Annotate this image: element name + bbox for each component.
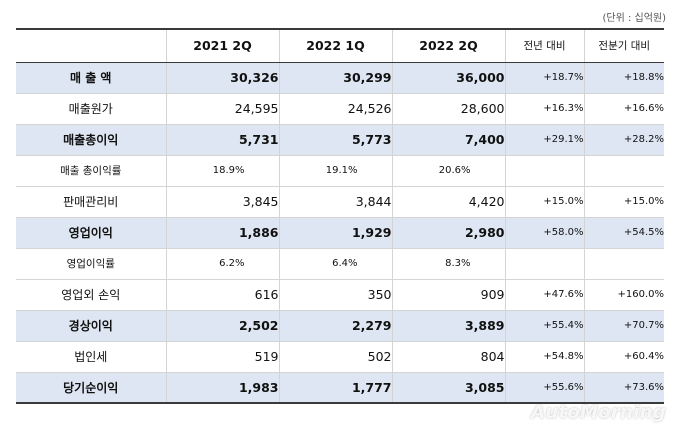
cell-qoq: +160.0% [583, 279, 664, 311]
cell-qoq: +16.6% [583, 93, 664, 125]
cell-qoq: +28.2% [583, 124, 664, 156]
cell-2021-2q: 6.2% [165, 248, 279, 280]
row-label: 매출총이익 [16, 124, 166, 156]
cell-yoy: +16.3% [504, 93, 584, 125]
cell-2022-1q: 1,929 [278, 217, 392, 249]
cell-2022-1q: 1,777 [278, 372, 392, 404]
table-row: 영업외 손익 616 350 909 +47.6% +160.0% [16, 279, 664, 311]
cell-yoy: +15.0% [504, 186, 584, 218]
header-row: 2021 2Q 2022 1Q 2022 2Q 전년 대비 전분기 대비 [16, 28, 664, 63]
row-label: 법인세 [16, 341, 166, 373]
cell-2021-2q: 3,845 [165, 186, 279, 218]
cell-2022-2q: 7,400 [391, 124, 505, 156]
header-2022-1q: 2022 1Q [278, 28, 392, 63]
cell-2022-2q: 2,980 [391, 217, 505, 249]
cell-2021-2q: 1,886 [165, 217, 279, 249]
cell-2022-1q: 3,844 [278, 186, 392, 218]
row-label: 경상이익 [16, 310, 166, 342]
row-label: 판매관리비 [16, 186, 166, 218]
row-label: 영업이익률 [16, 248, 166, 280]
watermark-logo: AutoMorning [531, 402, 666, 423]
row-label: 당기순이익 [16, 372, 166, 404]
cell-2022-1q: 30,299 [278, 62, 392, 94]
cell-2021-2q: 616 [165, 279, 279, 311]
cell-2022-2q: 8.3% [391, 248, 505, 280]
cell-2021-2q: 24,595 [165, 93, 279, 125]
cell-2022-2q: 20.6% [391, 155, 505, 187]
cell-yoy [504, 248, 584, 280]
cell-yoy: +55.4% [504, 310, 584, 342]
cell-2022-1q: 5,773 [278, 124, 392, 156]
cell-2022-1q: 24,526 [278, 93, 392, 125]
header-2022-2q: 2022 2Q [391, 28, 505, 63]
cell-qoq: +15.0% [583, 186, 664, 218]
row-label: 영업외 손익 [16, 279, 166, 311]
header-qoq: 전분기 대비 [583, 28, 664, 63]
table-row: 매출원가 24,595 24,526 28,600 +16.3% +16.6% [16, 93, 664, 125]
cell-2021-2q: 1,983 [165, 372, 279, 404]
unit-note: (단위 : 십억원) [602, 13, 666, 24]
table-row: 매 출 액 30,326 30,299 36,000 +18.7% +18.8% [16, 62, 664, 94]
cell-2022-2q: 3,889 [391, 310, 505, 342]
header-2021-2q: 2021 2Q [165, 28, 279, 63]
row-label: 매출 총이익률 [16, 155, 166, 187]
cell-yoy: +18.7% [504, 62, 584, 94]
cell-yoy: +54.8% [504, 341, 584, 373]
cell-yoy: +47.6% [504, 279, 584, 311]
cell-qoq: +18.8% [583, 62, 664, 94]
header-yoy: 전년 대비 [504, 28, 584, 63]
cell-2022-2q: 3,085 [391, 372, 505, 404]
cell-2022-2q: 804 [391, 341, 505, 373]
table-row: 법인세 519 502 804 +54.8% +60.4% [16, 341, 664, 373]
cell-qoq: +54.5% [583, 217, 664, 249]
cell-qoq: +60.4% [583, 341, 664, 373]
header-blank [16, 28, 166, 63]
cell-qoq: +70.7% [583, 310, 664, 342]
cell-yoy [504, 155, 584, 187]
table-row: 판매관리비 3,845 3,844 4,420 +15.0% +15.0% [16, 186, 664, 218]
cell-2022-1q: 350 [278, 279, 392, 311]
table-row: 경상이익 2,502 2,279 3,889 +55.4% +70.7% [16, 310, 664, 342]
table-row: 영업이익률 6.2% 6.4% 8.3% [16, 248, 664, 280]
cell-qoq [583, 248, 664, 280]
table-row: 당기순이익 1,983 1,777 3,085 +55.6% +73.6% [16, 372, 664, 404]
cell-2022-2q: 28,600 [391, 93, 505, 125]
cell-2021-2q: 18.9% [165, 155, 279, 187]
cell-qoq [583, 155, 664, 187]
row-label: 영업이익 [16, 217, 166, 249]
cell-2021-2q: 5,731 [165, 124, 279, 156]
cell-2022-1q: 2,279 [278, 310, 392, 342]
table-row: 매출 총이익률 18.9% 19.1% 20.6% [16, 155, 664, 187]
cell-qoq: +73.6% [583, 372, 664, 404]
cell-2022-2q: 4,420 [391, 186, 505, 218]
cell-2022-2q: 36,000 [391, 62, 505, 94]
cell-2022-2q: 909 [391, 279, 505, 311]
cell-2022-1q: 6.4% [278, 248, 392, 280]
table-row: 매출총이익 5,731 5,773 7,400 +29.1% +28.2% [16, 124, 664, 156]
cell-2021-2q: 519 [165, 341, 279, 373]
cell-2022-1q: 502 [278, 341, 392, 373]
financial-table: 2021 2Q 2022 1Q 2022 2Q 전년 대비 전분기 대비 매 출… [16, 28, 664, 404]
cell-2022-1q: 19.1% [278, 155, 392, 187]
cell-yoy: +55.6% [504, 372, 584, 404]
row-label: 매 출 액 [16, 62, 166, 94]
cell-2021-2q: 30,326 [165, 62, 279, 94]
row-label: 매출원가 [16, 93, 166, 125]
table-row: 영업이익 1,886 1,929 2,980 +58.0% +54.5% [16, 217, 664, 249]
cell-2021-2q: 2,502 [165, 310, 279, 342]
cell-yoy: +58.0% [504, 217, 584, 249]
cell-yoy: +29.1% [504, 124, 584, 156]
